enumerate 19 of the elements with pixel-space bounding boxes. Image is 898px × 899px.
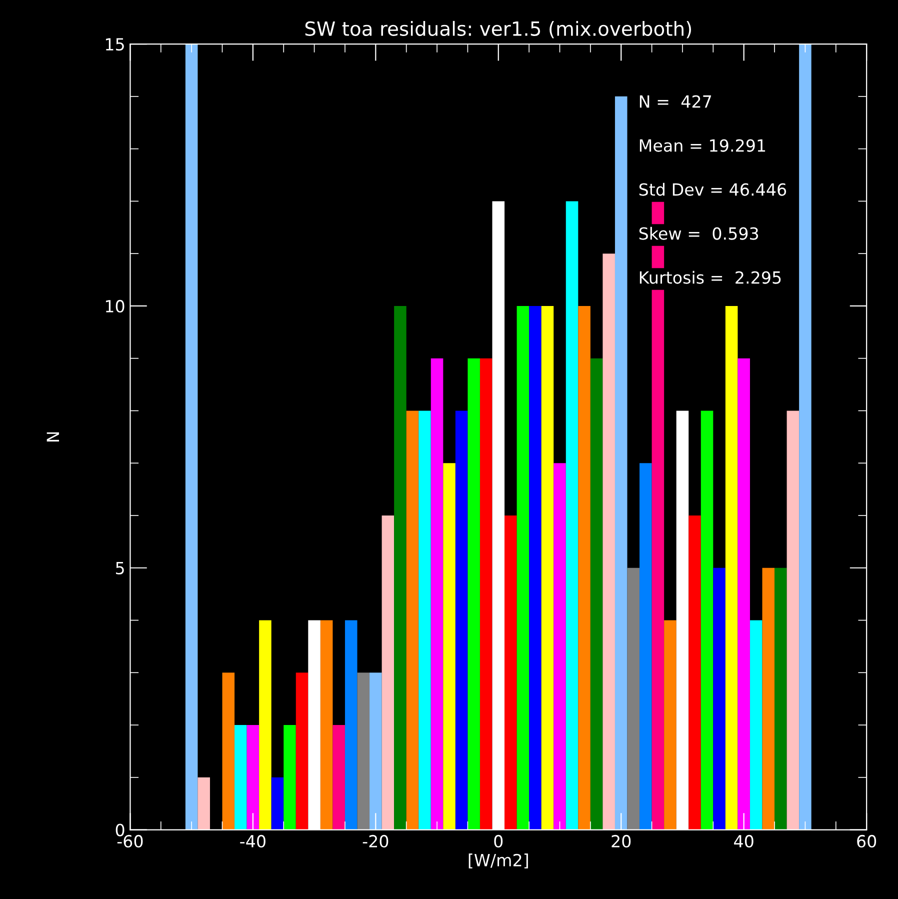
y-axis-title: N: [46, 432, 60, 442]
annotation: Skew = 0.593: [639, 226, 758, 240]
y-tick-label: 5: [116, 562, 124, 574]
x-tick-label: -20: [362, 834, 388, 848]
y-tick-label: 0: [116, 824, 124, 836]
annotation: Mean = 19.291: [640, 139, 766, 152]
chart-title: SW toa residuals: ver1.5 (mix.overboth): [305, 20, 692, 38]
x-tick-label: 40: [734, 834, 754, 848]
x-tick-label: 60: [857, 834, 876, 848]
x-tick-label: 20: [612, 834, 631, 848]
y-tick-label: 15: [106, 38, 124, 51]
annotation: Kurtosis = 2.295: [640, 270, 781, 284]
x-tick-label: 0: [494, 834, 503, 848]
y-tick-label: 10: [106, 300, 124, 313]
x-tick-label: -40: [240, 834, 266, 848]
x-axis-title: [W/m2]: [468, 854, 528, 868]
annotation: Std Dev = 46.446: [639, 182, 786, 196]
annotation: N = 427: [640, 95, 712, 108]
x-tick-label: -60: [117, 834, 143, 848]
